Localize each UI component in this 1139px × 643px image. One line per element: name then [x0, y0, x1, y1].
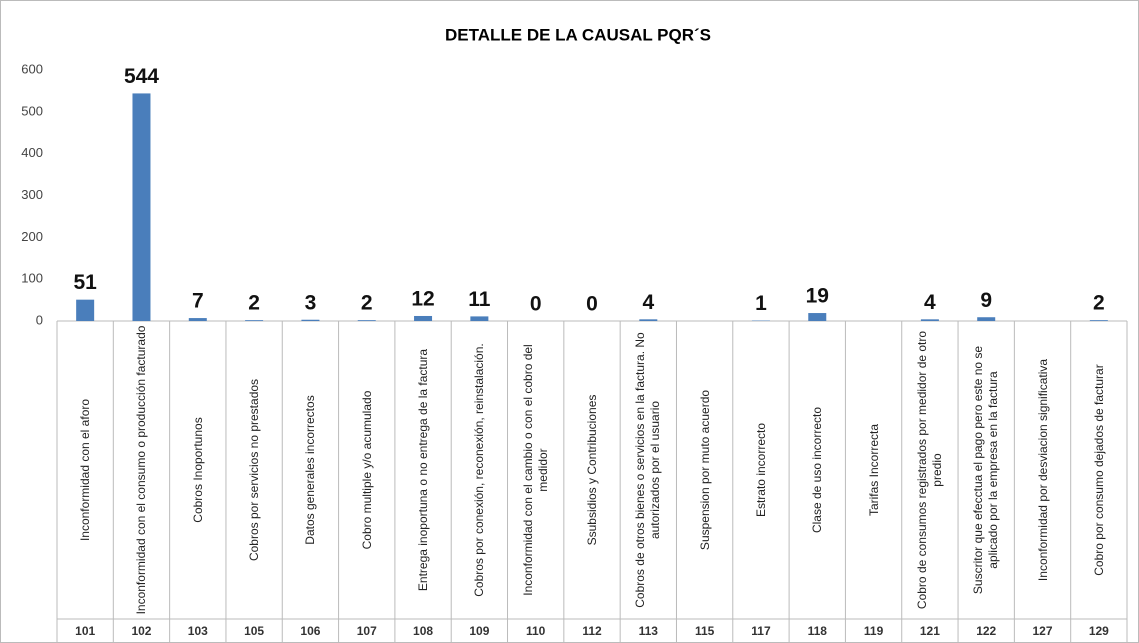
category-text: Cobro multiple y/o acumulado	[359, 390, 374, 550]
bar	[414, 315, 433, 321]
data-label: 7	[192, 290, 204, 313]
category-text: Cobros por servicios no prestados	[246, 378, 261, 562]
bar	[920, 319, 939, 321]
category-text: Ssubsidios y Contribuciones	[584, 394, 599, 546]
bar	[808, 313, 827, 321]
y-tick-label: 400	[21, 145, 43, 160]
category-text: Entrega inoportuna o no entrega de la fa…	[415, 348, 430, 592]
bar	[132, 93, 151, 321]
category-text: Tarifas Incorrecta	[866, 423, 881, 517]
x-category-label: Cobros Inoportunos	[172, 325, 224, 615]
x-category-label: Clase de uso incorrecto	[791, 325, 843, 615]
category-text: Cobros Inoportunos	[190, 417, 205, 523]
data-label: 2	[248, 292, 260, 315]
x-category-label: Inconformidad con el aforo	[59, 325, 111, 615]
y-tick-label: 200	[21, 229, 43, 244]
y-tick-label: 300	[21, 187, 43, 202]
data-label: 2	[1093, 292, 1105, 315]
data-label: 19	[806, 285, 829, 308]
data-label: 544	[124, 65, 159, 88]
x-code-label: 119	[864, 624, 884, 638]
data-label: 4	[924, 291, 936, 314]
x-category-label: Inconformidad con el cambio o con el cob…	[510, 325, 562, 615]
category-text: Clase de uso incorrecto	[809, 406, 824, 534]
data-label: 51	[73, 271, 97, 294]
x-category-label: Suspension por muto acuerdo	[679, 325, 731, 615]
category-text: Estrato incorrecto	[753, 422, 768, 518]
x-code-label: 110	[526, 624, 546, 638]
x-category-label: Estrato incorrecto	[735, 325, 787, 615]
bar	[245, 320, 264, 321]
chart-title: DETALLE DE LA CAUSAL PQR´S	[445, 25, 711, 44]
x-category-label: Inconformidad por desviacion significati…	[1017, 325, 1069, 615]
bar	[76, 299, 95, 321]
x-code-label: 112	[582, 624, 602, 638]
x-code-label: 122	[976, 624, 996, 638]
x-category-label: Entrega inoportuna o no entrega de la fa…	[397, 325, 449, 615]
x-category-label: Cobros por conexión, reconexión, reinsta…	[453, 325, 505, 615]
y-tick-label: 600	[21, 61, 43, 76]
x-category-label: Cobros por servicios no prestados	[228, 325, 280, 615]
y-tick-label: 0	[36, 312, 43, 327]
bar	[639, 319, 658, 321]
bar	[188, 318, 207, 321]
x-category-label: Tarifas Incorrecta	[848, 325, 900, 615]
bar	[1089, 320, 1108, 321]
x-category-label: Cobro multiple y/o acumulado	[341, 325, 393, 615]
category-text: Cobros por conexión, reconexión, reinsta…	[471, 343, 486, 597]
y-tick-label: 100	[21, 271, 43, 286]
data-label: 9	[980, 289, 992, 312]
x-category-label: Datos generales incorrectos	[284, 325, 336, 615]
category-text: Inconformidad con el cambio o con el cob…	[520, 344, 550, 596]
x-code-label: 102	[131, 624, 151, 638]
category-text: Inconformidad por desviacion significati…	[1035, 358, 1050, 582]
x-category-label: Cobro de consumos registrados por medido…	[904, 325, 956, 615]
x-code-label: 106	[300, 624, 320, 638]
data-label: 1	[755, 292, 767, 315]
category-text: Datos generales incorrectos	[302, 395, 317, 545]
data-label: 12	[411, 288, 434, 311]
x-category-label: Suscritor que efecctua el pago pero este…	[960, 325, 1012, 615]
x-code-label: 121	[920, 624, 940, 638]
category-text: Suspension por muto acuerdo	[697, 389, 712, 551]
x-code-label: 127	[1033, 624, 1053, 638]
x-code-label: 115	[695, 624, 715, 638]
x-code-label: 105	[244, 624, 264, 638]
y-tick-label: 500	[21, 103, 43, 118]
x-code-label: 109	[469, 624, 489, 638]
bar	[357, 320, 376, 321]
category-text: Inconformidad con el aforo	[77, 398, 92, 542]
x-code-label: 117	[751, 624, 771, 638]
x-code-label: 129	[1089, 624, 1109, 638]
x-code-label: 108	[413, 624, 433, 638]
x-category-label: Inconformidad con el consumo o producció…	[115, 325, 167, 615]
category-text: Cobro por consumo dejados de facturar	[1091, 364, 1106, 576]
data-label: 2	[361, 292, 373, 315]
category-text: Inconformidad con el consumo o producció…	[133, 325, 148, 615]
data-label: 0	[586, 293, 598, 316]
x-category-label: Cobro por consumo dejados de facturar	[1073, 325, 1125, 615]
category-text: Cobro de consumos registrados por medido…	[914, 330, 944, 610]
x-code-label: 103	[188, 624, 208, 638]
data-label: 0	[530, 293, 542, 316]
data-label: 4	[642, 291, 654, 314]
x-code-label: 101	[75, 624, 95, 638]
x-code-label: 118	[808, 624, 828, 638]
x-code-label: 107	[357, 624, 377, 638]
data-label: 11	[468, 288, 491, 311]
data-label: 3	[305, 291, 317, 314]
x-category-label: Ssubsidios y Contribuciones	[566, 325, 618, 615]
x-code-label: 113	[639, 624, 659, 638]
bar	[977, 317, 996, 321]
x-category-label: Cobros de otros bienes o servicios en la…	[622, 325, 674, 615]
category-text: Cobros de otros bienes o servicios en la…	[633, 332, 663, 608]
category-text: Suscritor que efecctua el pago pero este…	[971, 345, 1001, 595]
bar	[301, 319, 320, 321]
bar	[470, 316, 489, 321]
